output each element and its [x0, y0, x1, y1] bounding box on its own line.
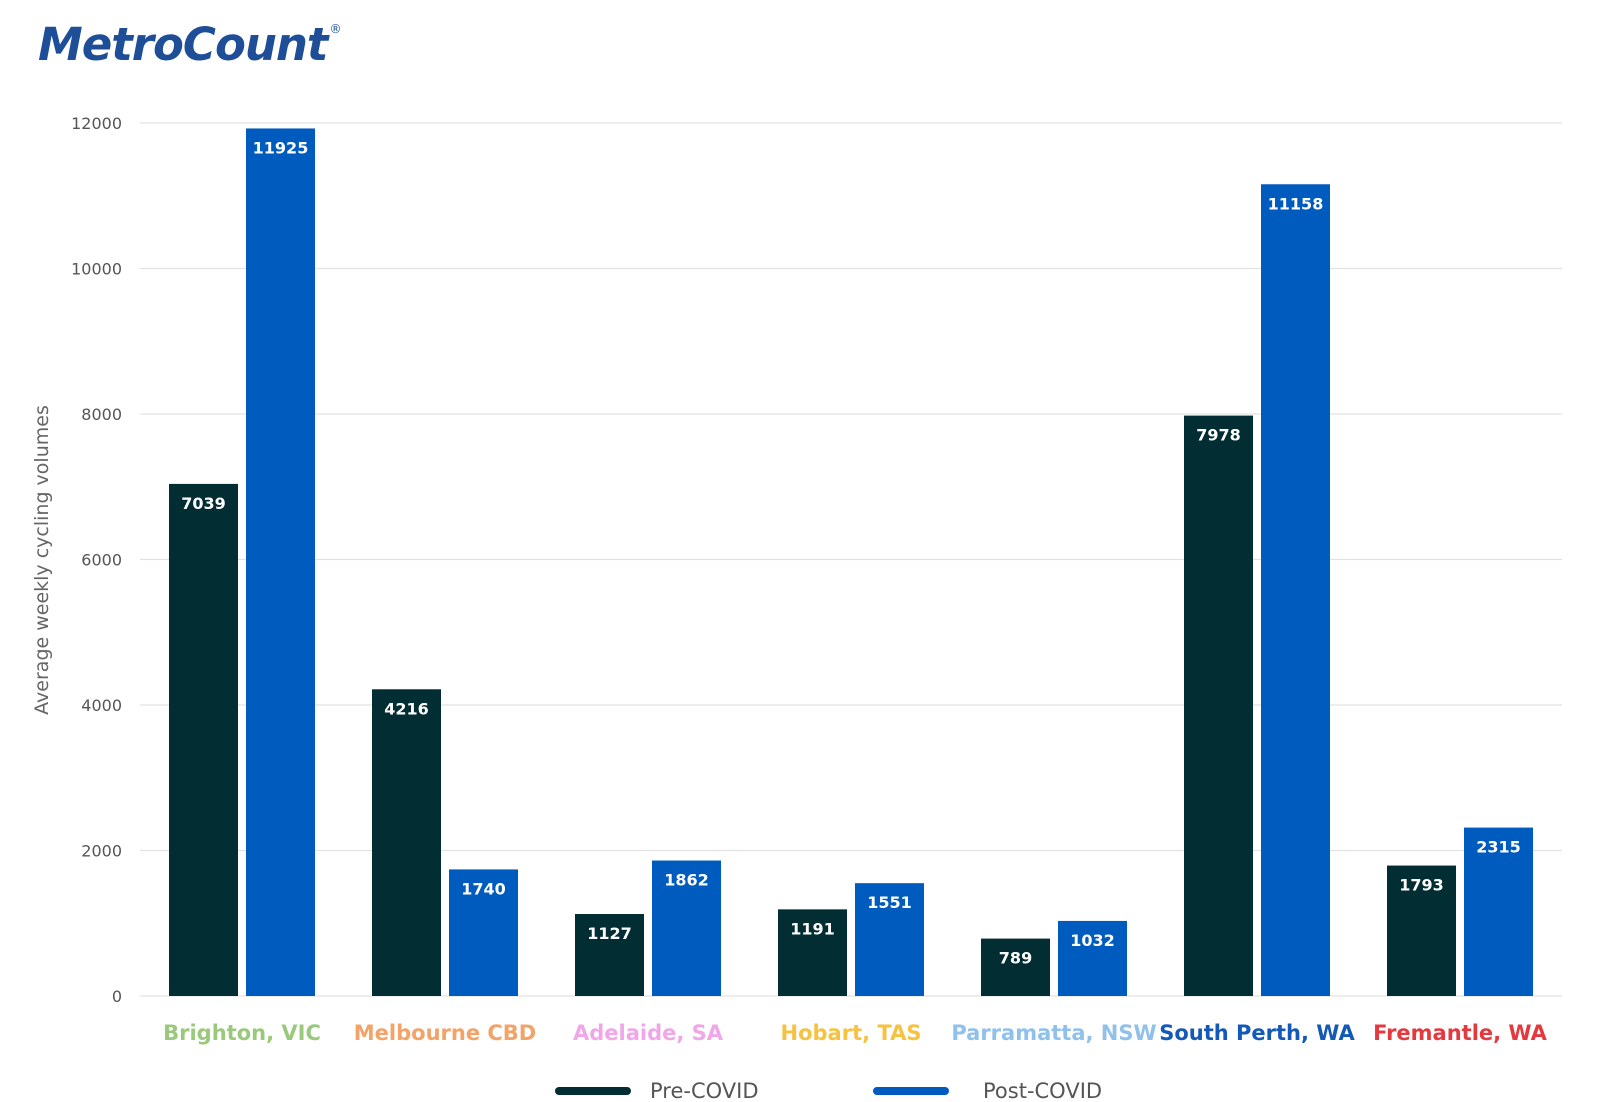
- y-tick-label: 6000: [81, 551, 122, 570]
- category-label: Fremantle, WA: [1373, 1021, 1548, 1045]
- data-label: 1862: [664, 871, 709, 890]
- legend-label: Post-COVID: [983, 1079, 1102, 1102]
- logo-wordmark: MetroCount: [38, 18, 328, 71]
- bar-pre-covid: [981, 938, 1050, 996]
- data-label: 2315: [1476, 838, 1521, 857]
- y-tick-label: 4000: [81, 696, 122, 715]
- bar-pre-covid: [1387, 865, 1456, 996]
- data-label: 1127: [587, 924, 632, 943]
- category-label: Adelaide, SA: [573, 1021, 724, 1045]
- category-label: South Perth, WA: [1159, 1021, 1355, 1045]
- logo-registered-mark: ®: [329, 22, 342, 36]
- data-label: 1793: [1399, 876, 1444, 895]
- bar-post-covid: [1464, 827, 1533, 996]
- category-label: Parramatta, NSW: [951, 1021, 1156, 1045]
- data-label: 4216: [384, 699, 429, 718]
- y-tick-label: 8000: [81, 405, 122, 424]
- data-label: 11925: [253, 138, 309, 157]
- y-tick-label: 12000: [71, 114, 122, 133]
- legend-label: Pre-COVID: [650, 1079, 759, 1102]
- data-label: 1191: [790, 919, 835, 938]
- category-label: Hobart, TAS: [781, 1021, 922, 1045]
- gridlines: [140, 122, 1562, 997]
- data-label: 11158: [1268, 194, 1324, 213]
- category-label: Melbourne CBD: [354, 1021, 536, 1045]
- data-label: 1032: [1070, 931, 1115, 950]
- bar-post-covid: [246, 128, 315, 997]
- y-axis-ticks: 0 2000 4000 6000 8000 10000 12000: [71, 114, 122, 1006]
- bar-post-covid: [1261, 184, 1330, 996]
- bar-pre-covid: [169, 483, 238, 997]
- bar-post-covid: [449, 869, 518, 996]
- data-label: 7039: [181, 494, 226, 513]
- category-label: Brighton, VIC: [163, 1021, 321, 1045]
- bar-pre-covid: [1184, 415, 1253, 997]
- data-label: 1551: [867, 893, 912, 912]
- y-tick-label: 0: [112, 987, 122, 1006]
- bar-pre-covid: [575, 914, 644, 996]
- bar-pre-covid: [778, 909, 847, 996]
- data-label: 7978: [1196, 426, 1241, 445]
- category-labels: Brighton, VIC Melbourne CBD Adelaide, SA Ho…: [163, 1021, 1548, 1045]
- bar-post-covid: [652, 860, 721, 996]
- data-labels: 7039 11925 4216 1740 1127 1862 1191 1551 789 1032…: [181, 138, 1521, 967]
- bars: [169, 128, 1533, 997]
- data-label: 789: [999, 949, 1032, 968]
- data-label: 1740: [461, 879, 506, 898]
- legend: Pre-COVID Post-COVID: [555, 1079, 1102, 1102]
- bar-post-covid: [1058, 920, 1127, 996]
- bar-pre-covid: [372, 689, 441, 996]
- y-tick-label: 10000: [71, 260, 122, 279]
- metrocount-logo: MetroCount ®: [38, 14, 341, 76]
- y-axis-label: Average weekly cycling volumes: [31, 405, 53, 715]
- y-tick-label: 2000: [81, 842, 122, 861]
- bar-post-covid: [855, 883, 924, 996]
